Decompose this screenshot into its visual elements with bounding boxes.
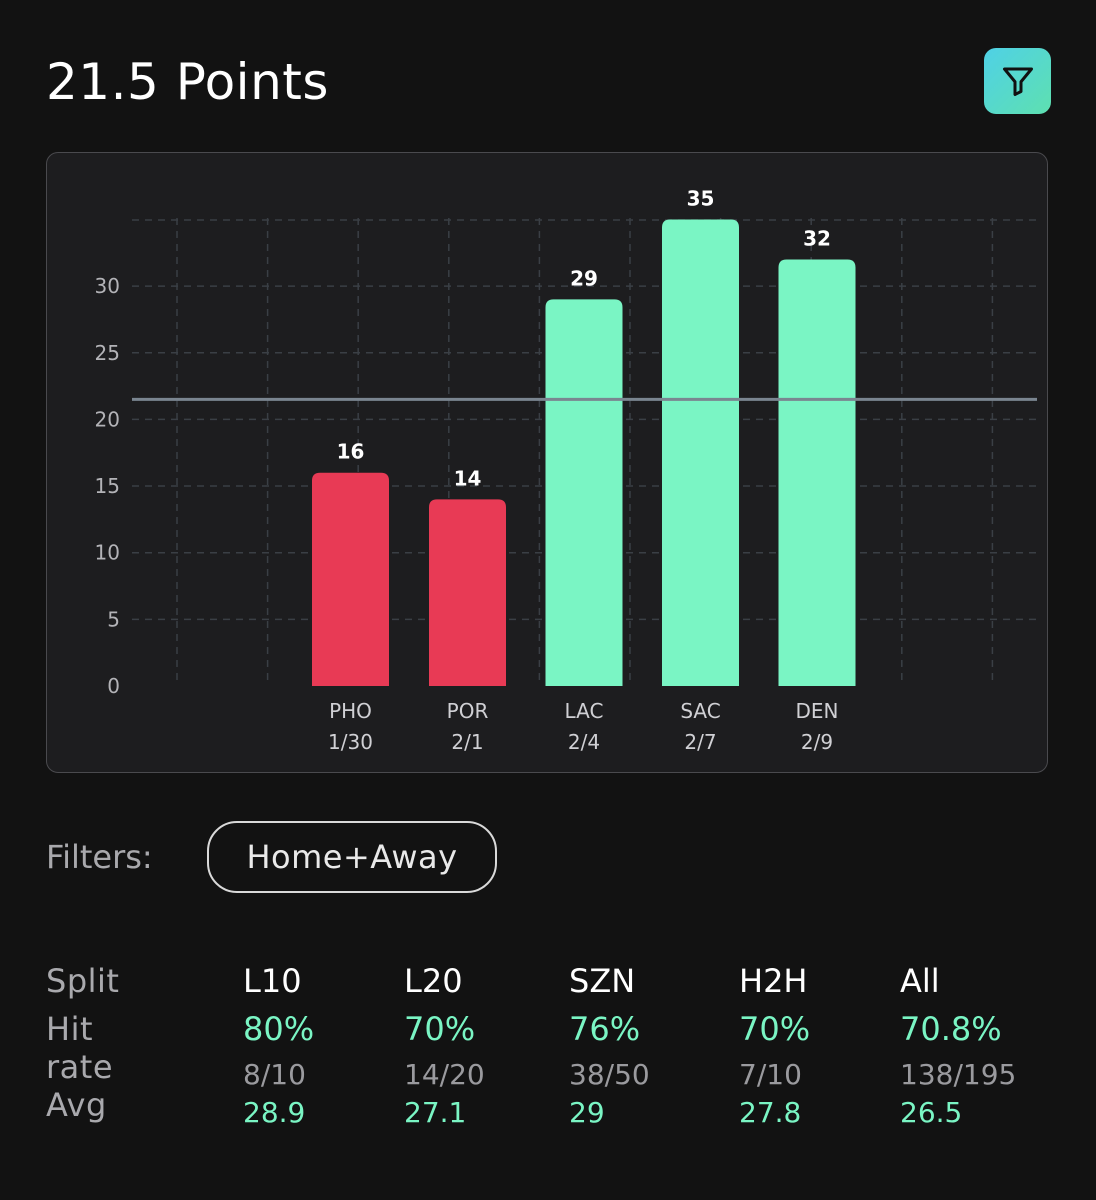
avg-value: 29 bbox=[569, 1096, 605, 1129]
bar-chart: 0 5 10 15 20 25 30 16 PHO 1/30 14 POR 2/1 29 LAC 2/4 35 S… bbox=[46, 152, 1048, 773]
bar-por bbox=[429, 499, 506, 686]
bar-den bbox=[778, 259, 856, 686]
avg-value: 27.8 bbox=[739, 1096, 802, 1129]
avg-row-label: Avg bbox=[46, 1086, 107, 1124]
x-tick-label: SAC bbox=[680, 699, 720, 723]
hit-rate-row-label: Hit rate bbox=[46, 1010, 113, 1086]
hit-rate-value: 70% bbox=[739, 1010, 811, 1048]
split-name: L10 bbox=[243, 962, 302, 1000]
y-tick-label: 10 bbox=[95, 541, 120, 565]
bar-sac bbox=[662, 219, 739, 686]
filters-label: Filters: bbox=[46, 838, 153, 876]
home-away-filter-chip[interactable]: Home+Away bbox=[207, 821, 497, 893]
bar-value-label: 14 bbox=[454, 466, 482, 490]
bar-value-label: 16 bbox=[337, 440, 365, 464]
bar-value-label: 32 bbox=[803, 226, 831, 250]
bar-pho bbox=[312, 472, 389, 686]
hit-rate-value: 70% bbox=[404, 1010, 476, 1048]
y-tick-label: 25 bbox=[95, 341, 120, 365]
split-name: SZN bbox=[569, 962, 636, 1000]
bar-lac bbox=[545, 299, 623, 686]
x-tick-label: DEN bbox=[796, 699, 839, 723]
y-tick-label: 0 bbox=[107, 674, 120, 698]
hit-fraction: 14/20 bbox=[404, 1058, 485, 1091]
y-tick-label: 15 bbox=[95, 474, 120, 498]
y-tick-label: 20 bbox=[95, 407, 120, 431]
x-tick-label: PHO bbox=[329, 699, 372, 723]
avg-value: 26.5 bbox=[900, 1096, 963, 1129]
split-name: L20 bbox=[404, 962, 463, 1000]
bar-value-label: 35 bbox=[687, 186, 715, 210]
split-name: All bbox=[900, 962, 940, 1000]
filter-icon bbox=[1002, 67, 1033, 96]
x-tick-date: 1/30 bbox=[328, 730, 373, 754]
page-title: 21.5 Points bbox=[46, 53, 329, 111]
hit-fraction: 138/195 bbox=[900, 1058, 1017, 1091]
y-tick-label: 30 bbox=[95, 274, 120, 298]
x-tick-date: 2/1 bbox=[451, 730, 483, 754]
split-name: H2H bbox=[739, 962, 808, 1000]
avg-value: 27.1 bbox=[404, 1096, 467, 1129]
avg-value: 28.9 bbox=[243, 1096, 306, 1129]
hit-fraction: 8/10 bbox=[243, 1058, 306, 1091]
x-tick-date: 2/4 bbox=[568, 730, 600, 754]
hit-rate-value: 70.8% bbox=[900, 1010, 1002, 1048]
hit-fraction: 38/50 bbox=[569, 1058, 650, 1091]
hit-fraction: 7/10 bbox=[739, 1058, 802, 1091]
hit-rate-value: 76% bbox=[569, 1010, 641, 1048]
x-tick-label: POR bbox=[447, 699, 489, 723]
y-tick-label: 5 bbox=[107, 607, 120, 631]
split-row-label: Split bbox=[46, 962, 120, 1000]
x-tick-date: 2/9 bbox=[801, 730, 833, 754]
bar-value-label: 29 bbox=[570, 266, 598, 290]
x-tick-label: LAC bbox=[565, 699, 604, 723]
filter-button[interactable] bbox=[984, 48, 1051, 114]
x-tick-date: 2/7 bbox=[684, 730, 716, 754]
hit-rate-value: 80% bbox=[243, 1010, 315, 1048]
chart-canvas: 0 5 10 15 20 25 30 16 PHO 1/30 14 POR 2/1 29 LAC 2/4 35 S… bbox=[95, 186, 1037, 754]
